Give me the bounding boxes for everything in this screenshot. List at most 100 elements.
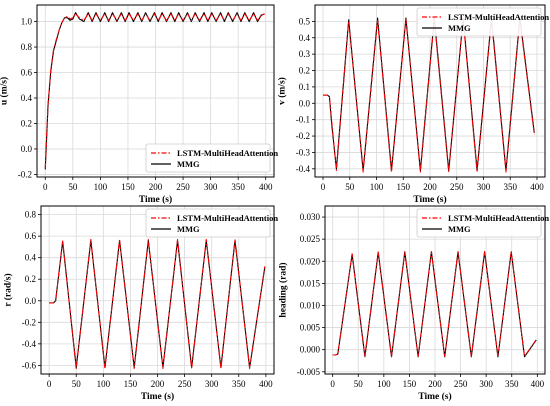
legend-label: MMG: [448, 224, 471, 234]
x-tick-label: 200: [151, 379, 165, 389]
y-tick-label: 0.0: [25, 296, 37, 306]
legend-box: [416, 7, 542, 37]
x-tick-label: 300: [205, 379, 219, 389]
x-tick-label: 400: [531, 379, 545, 389]
y-tick-label: 0.015: [300, 278, 321, 288]
x-tick-label: 200: [428, 379, 442, 389]
x-axis-label: Time (s): [139, 194, 172, 205]
y-tick-label: 1.0: [21, 17, 33, 27]
x-tick-label: 300: [204, 182, 218, 192]
y-tick-label: -0.2: [18, 169, 32, 179]
y-tick-label: -0.4: [296, 164, 311, 174]
x-tick-label: 100: [377, 379, 391, 389]
x-axis-label: Time (s): [413, 194, 446, 205]
legend-box: [145, 143, 271, 173]
x-tick-label: 300: [477, 182, 491, 192]
x-tick-label: 0: [43, 182, 48, 192]
y-tick-label: -0.4: [22, 339, 37, 349]
legend-box: [145, 208, 271, 238]
y-tick-label: 0.1: [299, 82, 310, 92]
x-tick-label: 350: [232, 379, 246, 389]
x-tick-label: 50: [68, 182, 78, 192]
x-tick-label: 250: [454, 379, 468, 389]
x-tick-label: 50: [354, 379, 364, 389]
x-tick-label: 300: [479, 379, 493, 389]
x-tick-label: 100: [370, 182, 384, 192]
x-tick-label: 250: [450, 182, 464, 192]
x-tick-label: 0: [47, 379, 52, 389]
series-line-lstm-multiheadattention: [332, 250, 537, 357]
legend-label: MMG: [177, 224, 200, 234]
legend-label: MMG: [448, 23, 471, 33]
x-tick-label: 50: [72, 379, 82, 389]
x-tick-label: 0: [330, 379, 335, 389]
x-tick-label: 250: [178, 379, 192, 389]
x-tick-label: 150: [121, 182, 135, 192]
y-tick-label: 0.2: [25, 274, 36, 284]
y-tick-label: 0.000: [300, 345, 321, 355]
y-tick-label: 0.4: [25, 253, 37, 263]
y-axis-label: u (m/s): [0, 77, 10, 105]
x-tick-label: 350: [505, 379, 519, 389]
y-tick-label: 0.005: [300, 323, 321, 333]
y-tick-label: 0.020: [300, 256, 321, 266]
series-line-lstm-multiheadattention: [44, 13, 265, 169]
x-tick-label: 100: [94, 182, 108, 192]
legend-box: [416, 208, 542, 238]
y-tick-label: 0.0: [21, 144, 33, 154]
y-tick-label: 0.4: [21, 93, 33, 103]
y-tick-label: 0.8: [25, 210, 37, 220]
x-tick-label: 150: [403, 379, 417, 389]
y-tick-label: 0.3: [299, 49, 311, 59]
y-tick-label: 0.025: [300, 234, 321, 244]
x-tick-label: 0: [321, 182, 326, 192]
y-tick-label: -0.6: [22, 360, 37, 370]
y-axis-label: v (m/s): [277, 77, 288, 105]
x-tick-label: 150: [124, 379, 138, 389]
legend-label: LSTM-MultiHeadAttention: [177, 213, 278, 223]
y-tick-label: 0.030: [300, 212, 321, 222]
x-tick-label: 400: [530, 182, 544, 192]
y-tick-label: -0.2: [296, 131, 310, 141]
y-tick-label: 0.8: [21, 42, 33, 52]
y-tick-label: 0.0: [299, 98, 311, 108]
y-tick-label: 0.2: [299, 66, 310, 76]
y-tick-label: -0.3: [296, 147, 311, 157]
x-tick-label: 250: [176, 182, 190, 192]
x-axis-label: Time (s): [418, 391, 451, 401]
y-tick-label: 0.010: [300, 300, 321, 310]
series-line-lstm-multiheadattention: [323, 19, 535, 173]
y-tick-label: -0.005: [297, 367, 321, 377]
legend-label: LSTM-MultiHeadAttention: [448, 213, 549, 223]
chart-panel-1: 0 50 100 150 200 250 300 350 400 -0.2 0.0 0.2 0.4 0.6…: [0, 4, 278, 205]
series-line-mmg: [332, 251, 537, 358]
legend-label: LSTM-MultiHeadAttention: [177, 148, 278, 158]
x-tick-label: 350: [231, 182, 245, 192]
y-tick-label: -0.1: [296, 115, 310, 125]
x-axis-label: Time (s): [141, 391, 174, 401]
y-tick-label: 0.4: [299, 33, 311, 43]
x-tick-label: 200: [149, 182, 163, 192]
x-tick-label: 100: [97, 379, 111, 389]
y-axis-label: r (rad/s): [3, 273, 14, 306]
chart-panel-3: 0 50 100 150 200 250 300 350 400 -0.6 -0.4 -0.2 0.0 0…: [3, 205, 278, 402]
series-line-mmg: [323, 17, 535, 171]
y-tick-label: 0.6: [21, 68, 33, 78]
y-tick-label: -0.2: [22, 317, 36, 327]
x-tick-label: 400: [259, 379, 273, 389]
x-tick-label: 150: [397, 182, 411, 192]
y-tick-label: 0.2: [21, 118, 32, 128]
x-tick-label: 200: [423, 182, 437, 192]
x-tick-label: 50: [345, 182, 355, 192]
series-line-lstm-multiheadattention: [49, 238, 266, 370]
chart-panel-2: 0 50 100 150 200 250 300 350 400 -0.4 -0.3 -0.2 -0.1…: [277, 4, 549, 205]
y-axis-label: heading (rad): [277, 262, 288, 317]
chart-panel-4: 0 50 100 150 200 250 300 350 400 -0.005 0.000 0.005…: [277, 205, 549, 402]
x-tick-label: 350: [503, 182, 517, 192]
